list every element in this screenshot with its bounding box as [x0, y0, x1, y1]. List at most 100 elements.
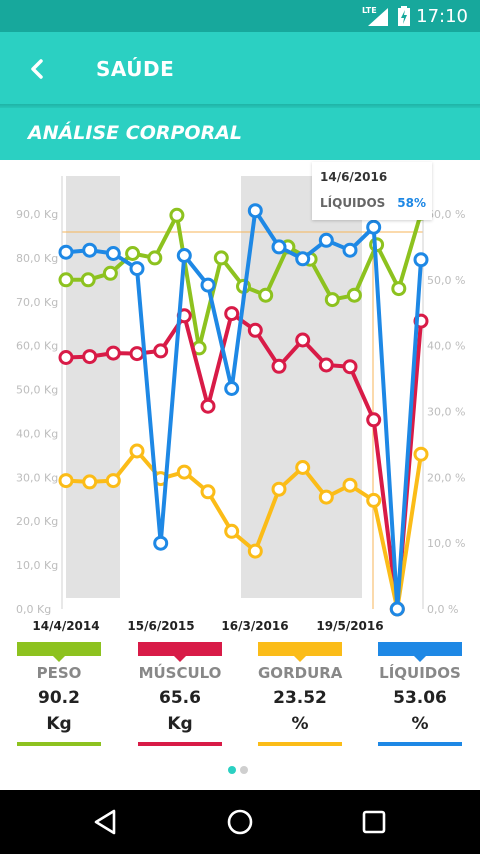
- data-point: [58, 350, 74, 365]
- clock: 17:10: [416, 6, 468, 27]
- data-point: [58, 473, 74, 489]
- legend-name: MÚSCULO: [138, 664, 222, 682]
- y-tick-label-left: 10,0 Kg: [16, 559, 58, 572]
- data-point: [200, 277, 216, 293]
- legend-unit: Kg: [46, 714, 72, 734]
- legend-color-tab: [258, 642, 342, 656]
- y-tick-label-left: 70,0 Kg: [16, 296, 58, 309]
- data-point: [324, 292, 340, 308]
- series-gordura: [58, 443, 429, 617]
- line-chart[interactable]: 0,0 Kg 10,0 Kg 20,0 Kg 30,0 Kg 40,0 Kg 50,0 K…: [0, 160, 480, 640]
- page-dot[interactable]: [240, 766, 248, 774]
- page-dot-active[interactable]: [228, 766, 236, 774]
- y-tick-label-left: 90,0 Kg: [16, 208, 58, 221]
- data-point: [366, 219, 382, 235]
- y-tick-label-left: 50,0 Kg: [16, 384, 58, 397]
- data-point: [247, 322, 263, 338]
- legend-item-musculo[interactable]: MÚSCULO 65.6 Kg: [138, 642, 222, 752]
- series-líquidos: [58, 203, 429, 617]
- legend-unit: %: [411, 714, 429, 734]
- chart-tooltip: 14/6/2016 LÍQUIDOS 58%: [312, 162, 432, 220]
- tooltip-value: 58%: [397, 196, 426, 210]
- data-point: [58, 272, 74, 288]
- data-point: [153, 343, 169, 359]
- data-point: [342, 359, 358, 375]
- x-tick-label: 19/5/2016: [316, 619, 383, 633]
- data-point: [129, 443, 145, 459]
- legend-item-gordura[interactable]: GORDURA 23.52 %: [258, 642, 342, 752]
- page-indicator: [226, 766, 254, 776]
- circle-home-icon[interactable]: [224, 806, 256, 838]
- data-point: [176, 248, 192, 263]
- data-point: [125, 246, 141, 261]
- data-point: [129, 346, 145, 362]
- y-tick-label-right: 60,0 %: [427, 208, 465, 221]
- data-point: [366, 412, 382, 428]
- legend-color-tab: [378, 642, 462, 656]
- y-tick-label-left: 0,0 Kg: [16, 603, 51, 616]
- legend-underline: [138, 742, 222, 746]
- y-tick-label-right: 20,0 %: [427, 471, 465, 484]
- tooltip-label: LÍQUIDOS: [320, 196, 386, 210]
- legend: PESO 90.2 Kg MÚSCULO 65.6 Kg GORDURA 23.…: [0, 642, 480, 754]
- x-tick-label: 16/3/2016: [221, 619, 288, 633]
- data-point: [213, 250, 229, 266]
- square-recents-icon[interactable]: [358, 806, 390, 838]
- data-point: [318, 232, 334, 248]
- status-bar: LTE 17:10: [0, 0, 480, 32]
- y-tick-label-right: 0,0 %: [427, 603, 458, 616]
- data-point: [82, 474, 98, 490]
- data-point: [295, 332, 311, 348]
- legend-notch: [51, 654, 67, 662]
- legend-item-peso[interactable]: PESO 90.2 Kg: [17, 642, 101, 752]
- chevron-left-icon[interactable]: [22, 54, 52, 84]
- y-tick-label-right: 10,0 %: [427, 537, 465, 550]
- legend-underline: [378, 742, 462, 746]
- data-point: [169, 207, 185, 223]
- data-point: [200, 484, 216, 500]
- legend-unit: Kg: [167, 714, 193, 734]
- x-tick-label: 14/4/2014: [32, 619, 99, 633]
- data-point: [102, 265, 118, 281]
- chart-band: [66, 176, 120, 598]
- data-point: [318, 489, 334, 505]
- legend-notch: [292, 654, 308, 662]
- data-point: [271, 239, 287, 255]
- data-point: [147, 250, 163, 266]
- data-point: [224, 381, 240, 396]
- triangle-back-icon[interactable]: [90, 806, 122, 838]
- legend-value: 90.2: [38, 688, 80, 708]
- data-point: [258, 287, 274, 303]
- data-point: [153, 535, 169, 551]
- legend-value: 23.52: [273, 688, 327, 708]
- y-tick-label-left: 20,0 Kg: [16, 515, 58, 528]
- battery-icon: [398, 6, 410, 26]
- data-point: [389, 601, 405, 617]
- series-line: [65, 449, 423, 611]
- data-point: [82, 242, 98, 258]
- data-point: [391, 281, 407, 297]
- y-tick-label-left: 40,0 Kg: [16, 427, 58, 440]
- data-point: [80, 272, 96, 288]
- section-title: ANÁLISE CORPORAL: [28, 122, 243, 144]
- data-point: [224, 306, 240, 322]
- legend-name: LÍQUIDOS: [379, 664, 461, 682]
- data-point: [129, 261, 145, 277]
- app-bar-shadow: [0, 104, 480, 110]
- signal-icon: [368, 8, 388, 26]
- data-point: [318, 357, 334, 373]
- y-tick-label-right: 50,0 %: [427, 274, 465, 287]
- x-tick-label: 15/6/2015: [127, 619, 194, 633]
- body-analysis-chart[interactable]: 0,0 Kg 10,0 Kg 20,0 Kg 30,0 Kg 40,0 Kg 50,0 K…: [0, 160, 480, 640]
- tooltip-date: 14/6/2016: [320, 170, 388, 184]
- y-tick-label-left: 80,0 Kg: [16, 252, 58, 265]
- data-point: [271, 358, 287, 374]
- legend-unit: %: [291, 714, 309, 734]
- legend-color-tab: [17, 642, 101, 656]
- y-tick-label-left: 60,0 Kg: [16, 340, 58, 353]
- series-line: [65, 311, 423, 611]
- legend-item-liquidos[interactable]: LÍQUIDOS 53.06 %: [378, 642, 462, 752]
- legend-name: GORDURA: [258, 664, 343, 682]
- data-point: [342, 242, 358, 258]
- data-point: [105, 345, 121, 361]
